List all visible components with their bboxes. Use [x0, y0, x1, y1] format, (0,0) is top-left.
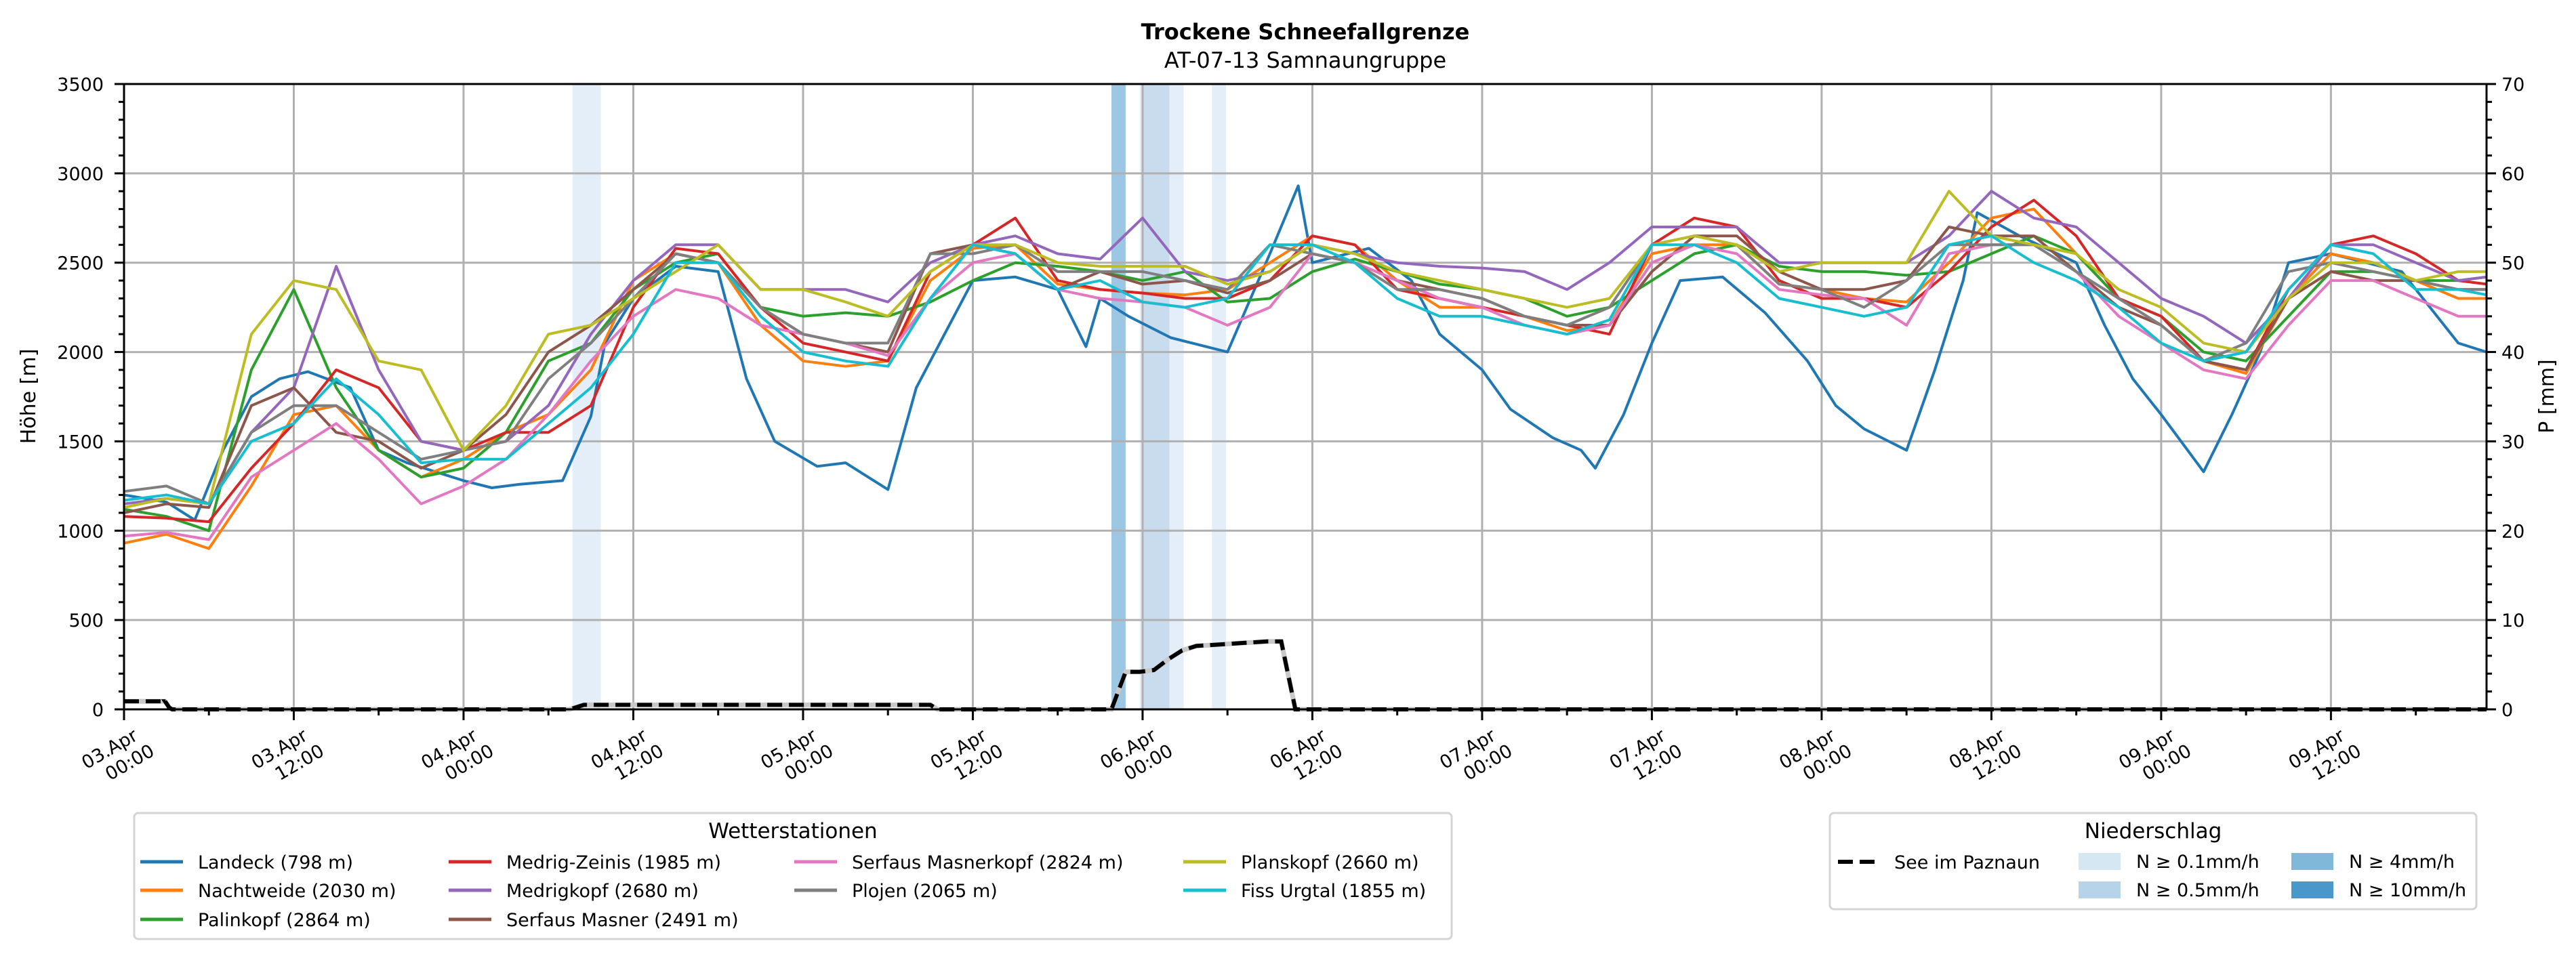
legend-precip-title: Niederschlag: [2085, 819, 2222, 844]
legend-precip-class-label: N ≥ 4mm/h: [2349, 852, 2455, 873]
y-right-tick-label: 30: [2501, 432, 2524, 453]
legend-precip-swatch: [2079, 853, 2121, 870]
y-right-tick-label: 50: [2501, 253, 2524, 274]
y-right-tick-label: 60: [2501, 164, 2524, 185]
legend-precip-swatch: [2291, 853, 2333, 870]
precip-bar: [1111, 84, 1126, 709]
series-line: [123, 234, 2487, 533]
precip-bar: [572, 84, 601, 709]
y-right-tick-label: 0: [2501, 700, 2513, 721]
legend-precip-line-label: See im Paznaun: [1894, 852, 2040, 873]
y-tick-label: 3000: [57, 164, 104, 185]
legend-precip-class-label: N ≥ 0.5mm/h: [2136, 880, 2260, 901]
series-line: [123, 234, 2487, 505]
legend-precip-class-label: N ≥ 0.1mm/h: [2136, 852, 2260, 873]
y-tick-label: 1000: [57, 521, 104, 542]
legend-precip-swatch: [2291, 881, 2333, 898]
y-right-tick-label: 10: [2501, 610, 2524, 631]
legend-station-label: Nachtweide (2030 m): [198, 881, 396, 902]
chart-title: Trockene Schneefallgrenze: [1141, 19, 1470, 45]
legend-stations-frame: [133, 812, 1453, 940]
series-line: [123, 234, 2487, 505]
y-right-tick-label: 40: [2501, 343, 2524, 364]
y-tick-label: 1500: [57, 432, 104, 453]
y-tick-label: 2500: [57, 253, 104, 274]
legend-station-label: Medrigkopf (2680 m): [506, 881, 699, 902]
legend-stations: Wetterstationen Landeck (798 m) Nachtweid…: [133, 812, 1453, 940]
legend-station-label: Serfaus Masnerkopf (2824 m): [852, 852, 1123, 873]
legend-precip-class-label: N ≥ 10mm/h: [2349, 880, 2466, 901]
legend-station-label: Planskopf (2660 m): [1241, 852, 1419, 873]
legend-station-label: Serfaus Masner (2491 m): [506, 910, 739, 931]
precip-bar: [1212, 84, 1227, 709]
y-right-tick-label: 70: [2501, 75, 2524, 96]
legend-station-label: Landeck (798 m): [198, 852, 353, 873]
y-tick-label: 0: [92, 700, 104, 721]
grid: [124, 84, 2487, 709]
legend-station-label: Plojen (2065 m): [852, 881, 998, 902]
plot-frame: [123, 83, 2488, 711]
legend-stations-title: Wetterstationen: [708, 819, 877, 844]
legend-station-label: Medrig-Zeinis (1985 m): [506, 852, 721, 873]
legend-station-label: Fiss Urgtal (1855 m): [1241, 881, 1426, 902]
y-right-tick-label: 20: [2501, 521, 2524, 542]
y-axis-right-label: P [mm]: [2535, 359, 2559, 433]
precip-bar: [1142, 84, 1170, 709]
y-tick-label: 2000: [57, 343, 104, 364]
precip-bar: [1139, 84, 1143, 709]
y-tick-label: 3500: [57, 75, 104, 96]
chart-subtitle: AT-07-13 Samnaungruppe: [1164, 47, 1446, 73]
legend-precip: Niederschlag See im Paznaun N ≥ 0.1mm/h N …: [1828, 812, 2478, 911]
legend-precip-swatch: [2079, 881, 2121, 898]
y-axis-label: Höhe [m]: [17, 349, 41, 444]
legend-station-label: Palinkopf (2864 m): [198, 910, 371, 931]
precip-bar: [1169, 84, 1184, 709]
y-tick-label: 500: [68, 610, 104, 631]
